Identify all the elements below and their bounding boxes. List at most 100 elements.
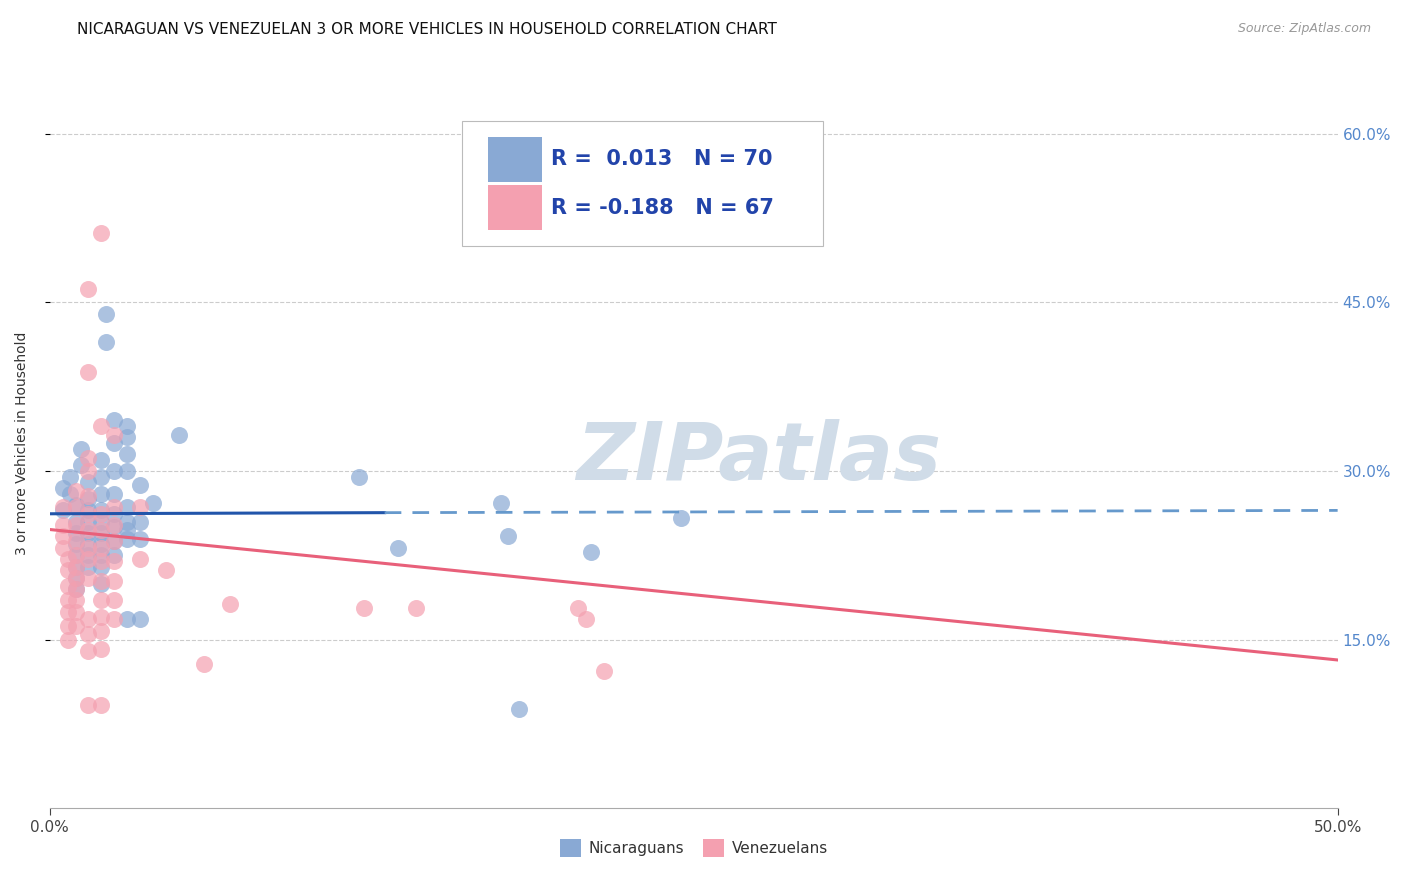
Point [155,563,177,577]
Point [77,450,100,465]
Point [56,563,79,577]
Point [77,503,100,517]
Point [90,541,112,555]
Point [52,481,75,495]
Point [65,484,87,499]
Point [115,500,138,514]
Point [129,612,152,626]
Text: NICARAGUAN VS VENEZUELAN 3 OR MORE VEHICLES IN HOUSEHOLD CORRELATION CHART: NICARAGUAN VS VENEZUELAN 3 OR MORE VEHIC… [77,22,778,37]
Point [103,500,125,514]
Point [129,500,152,514]
Point [669,511,692,525]
Point [103,533,125,548]
Point [77,475,100,490]
Point [96,334,118,349]
Point [387,541,409,555]
Point [65,582,87,596]
Point [90,452,112,467]
Text: ZIPatlas: ZIPatlas [575,418,941,497]
Point [103,574,125,589]
Point [574,612,596,626]
Point [90,469,112,483]
Point [579,545,602,559]
Point [90,610,112,624]
Point [103,464,125,478]
Point [77,612,100,626]
Point [129,477,152,491]
Point [52,541,75,555]
Point [52,518,75,533]
Point [90,515,112,529]
Point [65,525,87,540]
Point [115,532,138,546]
Point [65,582,87,596]
Point [65,549,87,563]
Point [353,601,375,615]
Point [115,515,138,529]
Point [65,593,87,607]
Point [115,612,138,626]
Point [142,495,165,509]
Point [77,549,100,563]
Point [567,601,589,615]
Point [77,507,100,521]
Point [56,632,79,647]
Legend: Nicaraguans, Venezuelans: Nicaraguans, Venezuelans [554,833,834,863]
Point [77,365,100,379]
Point [65,559,87,574]
Point [90,554,112,568]
Point [77,559,100,574]
Text: R = -0.188   N = 67: R = -0.188 N = 67 [551,197,773,218]
Point [103,486,125,500]
Point [65,515,87,529]
Point [65,537,87,551]
Point [90,698,112,712]
Point [103,593,125,607]
Point [65,500,87,514]
Point [65,518,87,533]
Point [77,541,100,555]
Point [77,627,100,641]
Point [56,619,79,633]
Point [167,428,190,442]
Text: Source: ZipAtlas.com: Source: ZipAtlas.com [1237,22,1371,36]
Point [129,515,152,529]
Point [90,574,112,589]
Point [508,702,530,716]
Point [77,464,100,478]
Point [90,549,112,563]
Point [90,507,112,521]
Point [103,507,125,521]
Point [90,486,112,500]
Point [77,492,100,507]
Point [69,442,91,456]
Point [90,641,112,656]
Point [52,503,75,517]
Point [90,419,112,434]
Point [103,612,125,626]
Point [56,605,79,619]
Point [56,579,79,593]
Point [90,559,112,574]
Point [65,571,87,585]
Point [103,428,125,442]
Point [77,523,100,537]
Point [77,282,100,296]
Point [52,529,75,543]
Point [77,644,100,658]
Point [56,551,79,566]
Point [77,515,100,529]
Point [498,529,520,543]
Point [56,593,79,607]
Point [65,605,87,619]
Point [90,624,112,638]
Point [115,523,138,537]
Point [59,486,82,500]
Point [115,419,138,434]
Point [219,597,242,611]
Point [77,571,100,585]
Point [103,520,125,534]
Point [115,464,138,478]
FancyBboxPatch shape [488,185,541,230]
Point [90,593,112,607]
